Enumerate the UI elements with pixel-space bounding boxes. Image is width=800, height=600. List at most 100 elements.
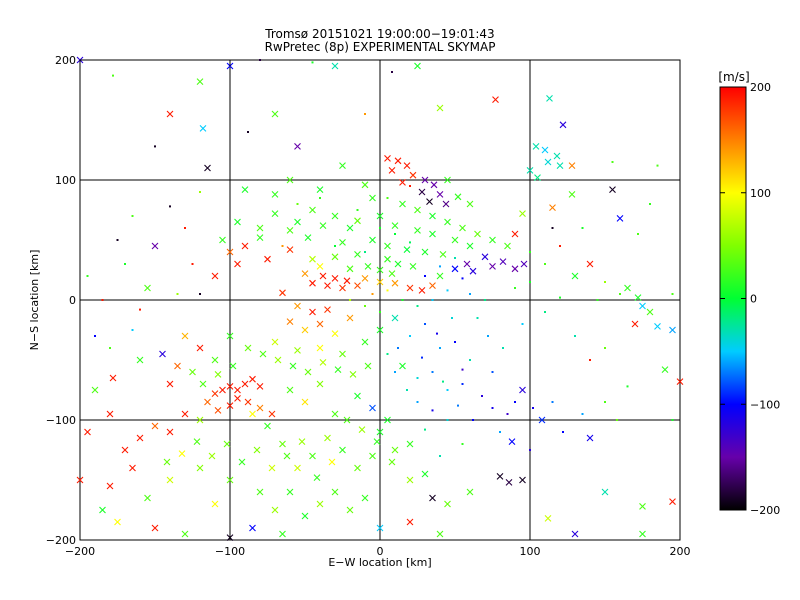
data-point-x <box>286 488 294 496</box>
data-point-x <box>298 438 306 445</box>
data-point-dot <box>472 419 474 421</box>
data-point-x <box>339 446 346 454</box>
data-point-x <box>249 375 256 383</box>
data-point-x <box>418 188 426 196</box>
data-point-dot <box>521 323 524 325</box>
data-point-x <box>309 308 316 316</box>
data-point-x <box>286 246 294 253</box>
data-point-x <box>639 530 646 538</box>
data-point-x <box>294 464 301 472</box>
data-point-x <box>519 476 526 484</box>
data-point-x <box>129 464 136 472</box>
data-point-x <box>151 422 159 430</box>
data-point-dot <box>499 431 501 433</box>
data-point-dot <box>616 419 618 421</box>
data-point-x <box>391 279 399 287</box>
data-point-dot <box>131 329 134 331</box>
data-point-dot <box>116 239 119 241</box>
data-point-x <box>361 338 369 346</box>
data-point-dot <box>439 347 441 349</box>
data-point-x <box>406 518 414 526</box>
data-point-x <box>309 255 316 263</box>
data-point-dot <box>409 241 411 244</box>
data-point-x <box>294 302 301 310</box>
data-point-x <box>394 260 402 268</box>
data-point-x <box>394 157 402 165</box>
data-point-dot <box>124 263 126 265</box>
data-point-x <box>349 371 357 378</box>
data-point-x <box>316 186 324 193</box>
data-point-x <box>361 275 369 282</box>
data-point-x <box>519 386 526 394</box>
data-point-x <box>384 155 391 162</box>
data-point-x <box>339 239 346 246</box>
data-point-dot <box>386 353 389 355</box>
data-point-x <box>324 282 331 289</box>
data-point-dot <box>446 389 449 391</box>
data-point-x <box>84 428 91 436</box>
data-point-x <box>199 380 207 388</box>
data-point-x <box>489 236 496 244</box>
data-point-x <box>451 265 459 273</box>
data-point-x <box>399 200 406 208</box>
data-point-x <box>346 506 354 514</box>
data-point-x <box>226 332 234 340</box>
data-point-x <box>534 174 541 181</box>
data-point-x <box>166 380 174 388</box>
data-point-x <box>241 186 249 193</box>
data-point-x <box>388 270 396 277</box>
data-point-x <box>331 330 339 337</box>
data-point-x <box>331 410 339 418</box>
x-tick-label: −200 <box>65 545 95 558</box>
data-point-dot <box>461 383 464 385</box>
chart-subtitle: RwPretec (8p) EXPERIMENTAL SKYMAP <box>265 40 496 54</box>
data-point-x <box>121 446 129 454</box>
data-point-dot <box>176 293 179 295</box>
data-point-x <box>364 263 372 270</box>
colorbar-tick-label: 0 <box>750 293 757 306</box>
data-point-dot <box>247 131 249 133</box>
data-point-x <box>634 294 642 301</box>
data-point-x <box>343 416 351 424</box>
data-point-x <box>339 162 346 169</box>
data-point-dot <box>626 385 629 388</box>
data-point-dot <box>416 401 419 403</box>
data-point-x <box>226 248 234 256</box>
data-point-x <box>442 200 450 208</box>
data-point-x <box>199 125 207 132</box>
data-point-x <box>151 524 159 532</box>
data-point-dot <box>416 305 419 307</box>
data-point-x <box>384 242 391 250</box>
data-point-x <box>204 398 211 406</box>
y-axis-ticks: −200 −100 0 100 200 <box>46 54 680 547</box>
data-point-x <box>264 422 271 430</box>
data-point-x <box>283 452 291 460</box>
data-point-x <box>234 218 241 226</box>
data-point-x <box>373 438 381 445</box>
data-point-x <box>376 212 384 220</box>
data-point-dot <box>581 227 584 229</box>
data-point-x <box>331 488 339 496</box>
data-point-x <box>361 181 369 189</box>
data-point-dot <box>371 293 374 295</box>
data-point-x <box>268 410 276 418</box>
data-point-dot <box>424 275 426 277</box>
data-point-x <box>304 368 312 376</box>
data-point-x <box>466 242 474 250</box>
data-point-dot <box>199 293 201 295</box>
data-point-dot <box>364 251 366 253</box>
data-point-dot <box>581 413 584 415</box>
data-point-x <box>214 407 222 414</box>
data-point-dot <box>184 227 186 229</box>
data-point-x <box>249 524 256 532</box>
data-point-dot <box>611 161 614 163</box>
data-point-x <box>346 314 354 322</box>
data-point-x <box>316 344 324 352</box>
data-point-x <box>388 167 396 174</box>
data-point-dot <box>491 371 494 373</box>
data-point-x <box>328 458 336 466</box>
data-point-dot <box>364 113 366 115</box>
data-point-x <box>316 263 324 270</box>
data-point-dot <box>649 203 651 205</box>
data-point-x <box>163 458 171 466</box>
